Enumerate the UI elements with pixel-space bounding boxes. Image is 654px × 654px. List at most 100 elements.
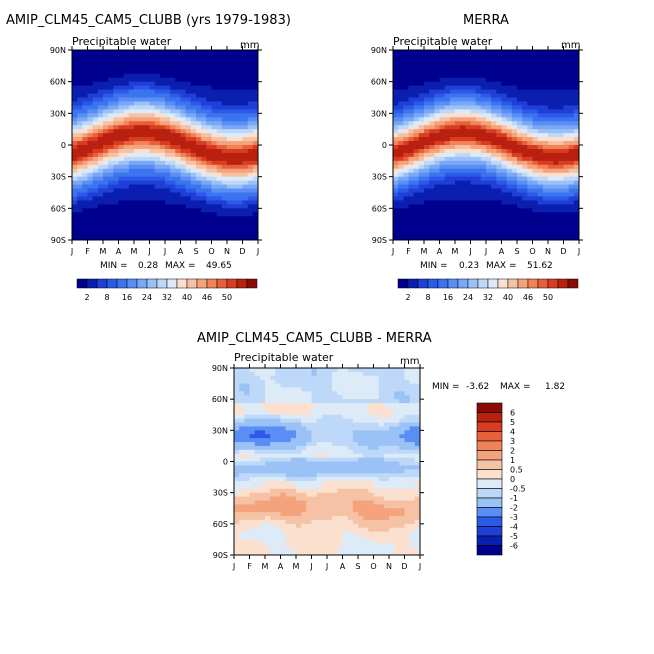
heatmap-cell bbox=[237, 73, 244, 79]
heatmap-cell bbox=[290, 551, 297, 555]
heatmap-cell bbox=[558, 148, 565, 154]
heatmap-cell bbox=[201, 184, 207, 190]
heatmap-cell bbox=[113, 208, 120, 213]
heatmap-cell bbox=[154, 236, 161, 240]
heatmap-cell bbox=[165, 77, 171, 83]
heatmap-cell bbox=[201, 224, 207, 229]
heatmap-cell bbox=[553, 180, 559, 186]
heatmap-cell bbox=[77, 188, 83, 194]
heatmap-cell bbox=[527, 224, 534, 229]
heatmap-cell bbox=[232, 172, 238, 178]
heatmap-cell bbox=[358, 434, 364, 439]
heatmap-cell bbox=[363, 368, 369, 373]
heatmap-cell bbox=[227, 73, 233, 79]
heatmap-cell bbox=[206, 168, 213, 174]
heatmap-cell bbox=[190, 117, 197, 122]
heatmap-cell bbox=[216, 93, 223, 99]
heatmap-cell bbox=[475, 69, 482, 75]
heatmap-cell bbox=[501, 61, 508, 67]
heatmap-cell bbox=[413, 184, 420, 190]
heatmap-cell bbox=[408, 57, 415, 63]
heatmap-cell bbox=[449, 228, 456, 233]
heatmap-cell bbox=[332, 399, 338, 404]
heatmap-cell bbox=[252, 129, 258, 134]
heatmap-cell bbox=[201, 73, 207, 79]
heatmap-cell bbox=[139, 145, 145, 150]
heatmap-cell bbox=[475, 101, 482, 107]
heatmap-cell bbox=[449, 172, 456, 178]
colorbar-swatch bbox=[166, 278, 178, 289]
heatmap-cell bbox=[563, 184, 570, 190]
heatmap-cell bbox=[265, 519, 271, 525]
heatmap-cell bbox=[216, 164, 223, 170]
heatmap-cell bbox=[444, 105, 451, 110]
heatmap-cell bbox=[247, 85, 254, 91]
heatmap-cell bbox=[252, 160, 258, 166]
heatmap-cell bbox=[128, 85, 135, 91]
heatmap-cell bbox=[486, 192, 492, 198]
heatmap-cell bbox=[254, 399, 261, 404]
heatmap-cell bbox=[342, 531, 349, 537]
heatmap-cell bbox=[123, 65, 130, 71]
heatmap-cell bbox=[242, 152, 249, 158]
heatmap-cell bbox=[358, 484, 364, 490]
heatmap-cell bbox=[506, 236, 513, 240]
heatmap-cell bbox=[185, 125, 192, 130]
heatmap-cell bbox=[216, 73, 223, 79]
heatmap-cell bbox=[134, 65, 140, 71]
heatmap-cell bbox=[403, 81, 410, 87]
heatmap-cell bbox=[123, 156, 130, 162]
heatmap-cell bbox=[211, 188, 218, 194]
heatmap-cell bbox=[332, 418, 338, 424]
heatmap-cell bbox=[573, 117, 579, 122]
heatmap-cell bbox=[449, 216, 456, 221]
heatmap-cell bbox=[475, 160, 482, 166]
heatmap-cell bbox=[444, 196, 451, 202]
heatmap-cell bbox=[247, 204, 254, 209]
heatmap-cell bbox=[159, 200, 166, 205]
heatmap-cell bbox=[444, 77, 451, 83]
heatmap-cell bbox=[455, 73, 461, 79]
heatmap-cell bbox=[242, 57, 249, 63]
heatmap-cell bbox=[444, 192, 451, 198]
heatmap-cell bbox=[352, 406, 359, 412]
heatmap-cell bbox=[480, 53, 487, 59]
heatmap-cell bbox=[239, 547, 245, 552]
heatmap-cell bbox=[144, 232, 151, 237]
heatmap-cell bbox=[118, 85, 125, 91]
heatmap-cell bbox=[413, 141, 420, 146]
heatmap-cell bbox=[301, 406, 307, 412]
heatmap-cell bbox=[296, 442, 302, 447]
heatmap-cell bbox=[185, 105, 192, 110]
heatmap-cell bbox=[321, 430, 328, 435]
heatmap-cell bbox=[424, 137, 430, 142]
heatmap-cell bbox=[332, 426, 338, 431]
heatmap-cell bbox=[270, 547, 276, 552]
heatmap-cell bbox=[460, 192, 466, 198]
heatmap-cell bbox=[434, 196, 441, 202]
heatmap-cell bbox=[113, 228, 120, 233]
heatmap-cell bbox=[413, 156, 420, 162]
heatmap-cell bbox=[265, 496, 271, 502]
heatmap-cell bbox=[465, 121, 472, 126]
heatmap-cell bbox=[511, 180, 518, 186]
heatmap-cell bbox=[97, 133, 104, 138]
heatmap-cell bbox=[393, 176, 399, 182]
heatmap-cell bbox=[216, 176, 223, 182]
heatmap-cell bbox=[363, 496, 369, 502]
heatmap-cell bbox=[342, 371, 349, 377]
heatmap-cell bbox=[249, 368, 256, 373]
heatmap-cell bbox=[165, 89, 171, 95]
heatmap-cell bbox=[480, 73, 487, 79]
heatmap-cell bbox=[259, 531, 266, 537]
heatmap-cell bbox=[237, 65, 244, 71]
heatmap-cell bbox=[82, 53, 89, 59]
colorbar-swatch bbox=[427, 278, 439, 289]
heatmap-cell bbox=[398, 109, 404, 114]
heatmap-cell bbox=[311, 387, 318, 392]
heatmap-cell bbox=[165, 232, 171, 237]
heatmap-cell bbox=[429, 105, 435, 110]
heatmap-cell bbox=[280, 461, 287, 466]
heatmap-cell bbox=[470, 164, 477, 170]
heatmap-cell bbox=[393, 133, 399, 138]
